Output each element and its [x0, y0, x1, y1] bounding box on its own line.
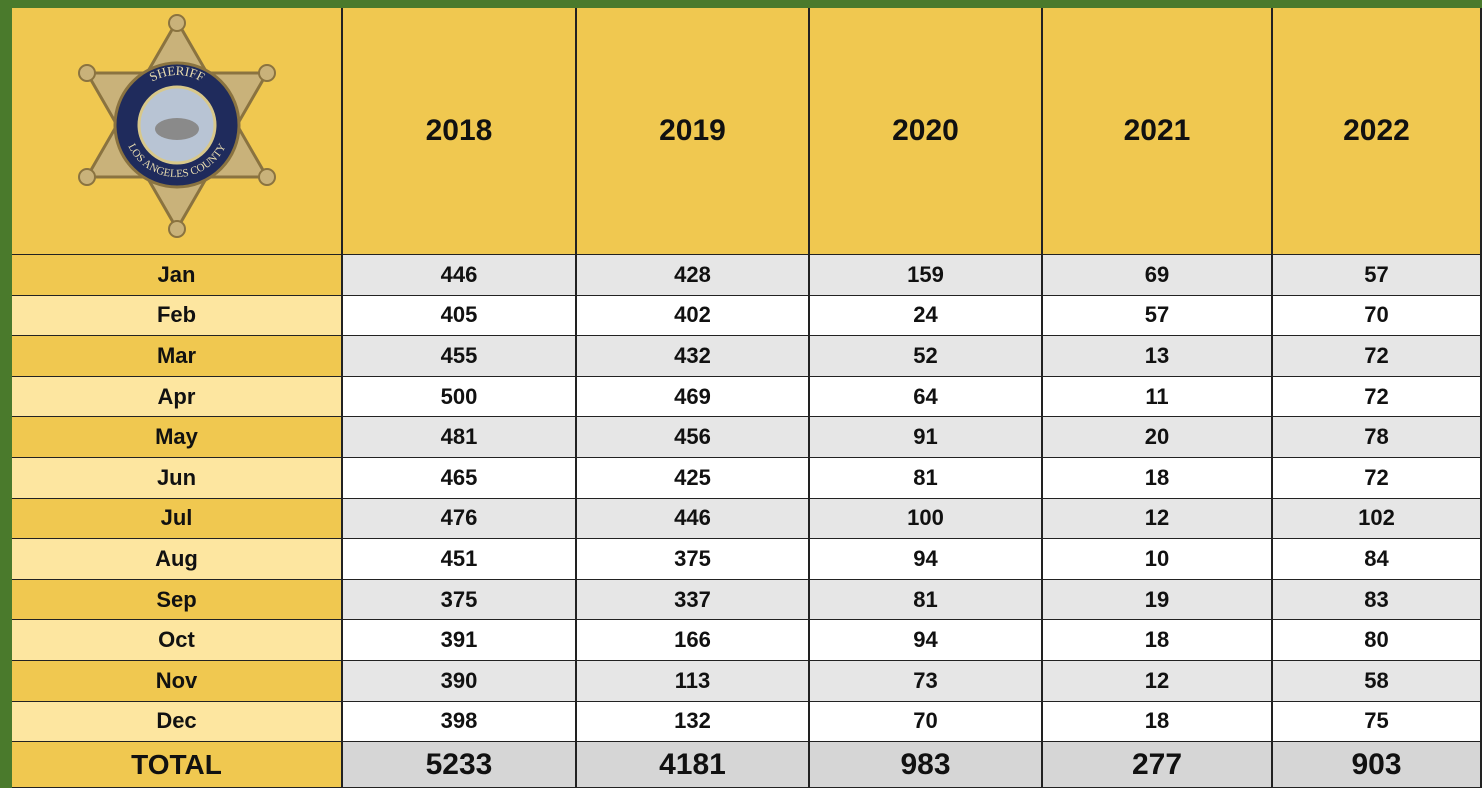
value-cell: 13 [1043, 336, 1273, 377]
value-cell: 81 [810, 457, 1043, 499]
value-cell: 24 [810, 295, 1043, 337]
value-cell: 72 [1273, 376, 1482, 418]
value-cell: 11 [1043, 376, 1273, 418]
sheriff-badge: SHERIFF LOS ANGELES COUNTY [77, 14, 276, 238]
value-cell: 455 [343, 336, 577, 377]
value-cell: 81 [810, 579, 1043, 621]
value-cell: 70 [1273, 295, 1482, 337]
total-label: TOTAL [12, 742, 343, 788]
month-label: Nov [12, 660, 343, 702]
value-cell: 398 [343, 701, 577, 743]
value-cell: 12 [1043, 660, 1273, 702]
value-cell: 72 [1273, 457, 1482, 499]
value-cell: 75 [1273, 701, 1482, 743]
value-cell: 446 [577, 498, 810, 540]
value-cell: 57 [1043, 295, 1273, 337]
value-cell: 84 [1273, 539, 1482, 580]
value-cell: 94 [810, 620, 1043, 661]
value-cell: 58 [1273, 660, 1482, 702]
value-cell: 337 [577, 579, 810, 621]
value-cell: 391 [343, 620, 577, 661]
value-cell: 166 [577, 620, 810, 661]
value-cell: 132 [577, 701, 810, 743]
value-cell: 390 [343, 660, 577, 702]
value-cell: 465 [343, 457, 577, 499]
value-cell: 375 [577, 539, 810, 580]
value-cell: 159 [810, 255, 1043, 296]
month-label: Jan [12, 255, 343, 296]
month-label: Sep [12, 579, 343, 621]
month-label: Oct [12, 620, 343, 661]
value-cell: 78 [1273, 417, 1482, 458]
total-value: 903 [1273, 742, 1482, 788]
month-label: Jun [12, 457, 343, 499]
total-value: 5233 [343, 742, 577, 788]
value-cell: 469 [577, 376, 810, 418]
value-cell: 375 [343, 579, 577, 621]
value-cell: 113 [577, 660, 810, 702]
value-cell: 18 [1043, 620, 1273, 661]
year-header: 2022 [1273, 8, 1482, 255]
value-cell: 73 [810, 660, 1043, 702]
value-cell: 432 [577, 336, 810, 377]
value-cell: 83 [1273, 579, 1482, 621]
value-cell: 57 [1273, 255, 1482, 296]
value-cell: 18 [1043, 457, 1273, 499]
value-cell: 446 [343, 255, 577, 296]
value-cell: 481 [343, 417, 577, 458]
table: SHERIFF LOS ANGELES COUNTY 2018 2019 2020 2… [12, 8, 1482, 788]
value-cell: 70 [810, 701, 1043, 743]
value-cell: 405 [343, 295, 577, 337]
value-cell: 19 [1043, 579, 1273, 621]
value-cell: 91 [810, 417, 1043, 458]
year-header: 2020 [810, 8, 1043, 255]
value-cell: 102 [1273, 498, 1482, 540]
value-cell: 402 [577, 295, 810, 337]
value-cell: 428 [577, 255, 810, 296]
value-cell: 52 [810, 336, 1043, 377]
value-cell: 425 [577, 457, 810, 499]
value-cell: 20 [1043, 417, 1273, 458]
value-cell: 10 [1043, 539, 1273, 580]
year-header: 2019 [577, 8, 810, 255]
value-cell: 500 [343, 376, 577, 418]
year-header: 2018 [343, 8, 577, 255]
value-cell: 94 [810, 539, 1043, 580]
value-cell: 100 [810, 498, 1043, 540]
value-cell: 72 [1273, 336, 1482, 377]
value-cell: 18 [1043, 701, 1273, 743]
month-label: May [12, 417, 343, 458]
month-label: Apr [12, 376, 343, 418]
value-cell: 64 [810, 376, 1043, 418]
month-label: Jul [12, 498, 343, 540]
value-cell: 476 [343, 498, 577, 540]
value-cell: 12 [1043, 498, 1273, 540]
logo-cell: SHERIFF LOS ANGELES COUNTY [12, 8, 343, 255]
month-label: Feb [12, 295, 343, 337]
month-label: Dec [12, 701, 343, 743]
total-value: 983 [810, 742, 1043, 788]
value-cell: 80 [1273, 620, 1482, 661]
month-label: Mar [12, 336, 343, 377]
year-header: 2021 [1043, 8, 1273, 255]
total-value: 277 [1043, 742, 1273, 788]
value-cell: 69 [1043, 255, 1273, 296]
value-cell: 451 [343, 539, 577, 580]
total-value: 4181 [577, 742, 810, 788]
value-cell: 456 [577, 417, 810, 458]
month-label: Aug [12, 539, 343, 580]
badge-top-text: SHERIFF [146, 63, 206, 85]
